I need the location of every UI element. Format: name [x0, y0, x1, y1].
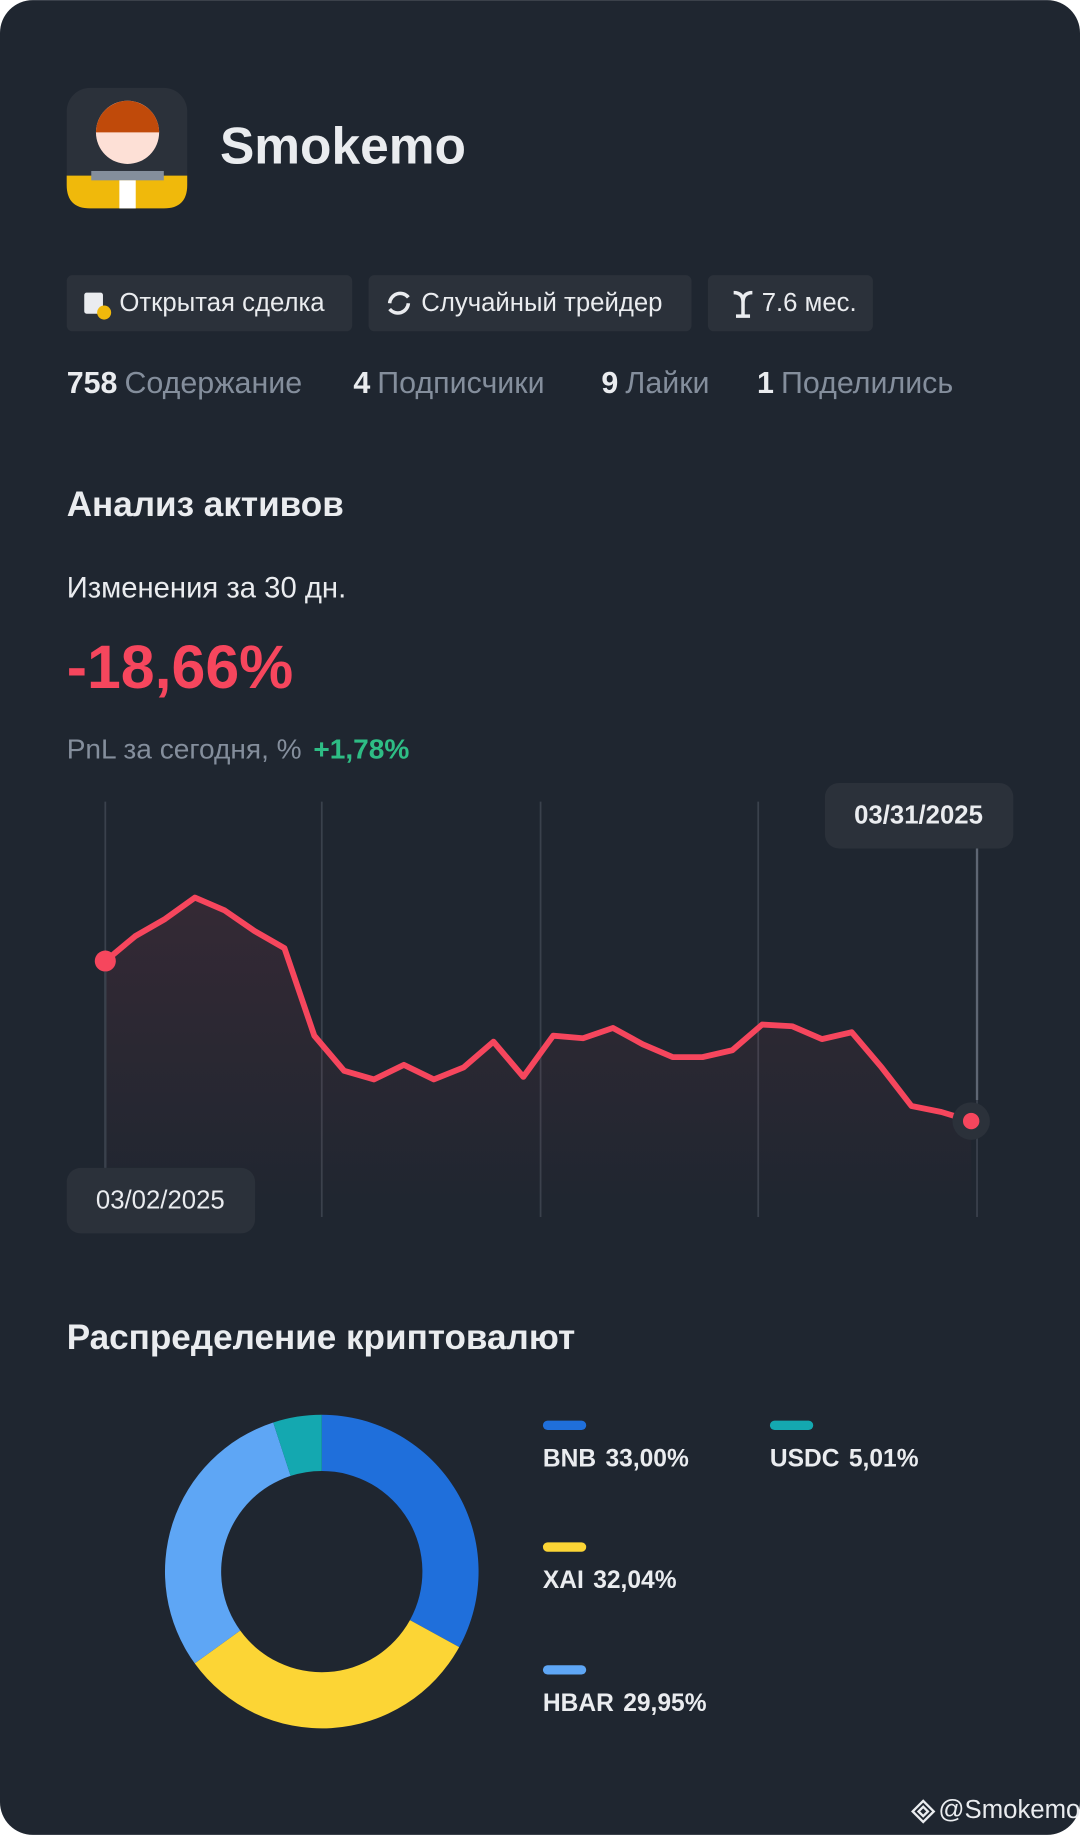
date-box — [824, 782, 1014, 849]
legend-entry: XAI 32,04% — [543, 1568, 677, 1595]
legend-entry: HBAR 29,95% — [543, 1690, 707, 1717]
period-label: Изменения за 30 дн. — [67, 573, 347, 605]
avatar — [66, 87, 188, 209]
legend-entry: USDC 5,01% — [770, 1446, 919, 1473]
legend-name: BNB — [543, 1446, 596, 1473]
stat: 4 Подписчики — [353, 366, 544, 400]
legend-swatch — [542, 1420, 587, 1431]
legend-value: 29,95% — [623, 1690, 706, 1717]
stat: 1 Поделились — [757, 366, 953, 400]
stat-count: 1 — [757, 366, 774, 400]
user-name: Smokemo — [220, 117, 466, 175]
date-label: 03/31/2025 — [854, 802, 983, 830]
end-point — [962, 1112, 980, 1130]
legend-swatch — [542, 1542, 587, 1552]
stat-count: 758 — [67, 366, 118, 400]
legend-name: USDC — [770, 1446, 840, 1473]
line-chart: 03/31/2025 03/02/2025 — [66, 782, 1014, 1234]
legend-value: 33,00% — [606, 1446, 689, 1473]
legend-swatch — [542, 1665, 587, 1675]
stat-count: 4 — [353, 366, 370, 400]
pnl-label-text: PnL за сегодня, % — [67, 734, 302, 765]
slice — [321, 1414, 479, 1648]
slice — [194, 1620, 460, 1729]
section-title: Распределение криптовалют — [67, 1318, 575, 1357]
badge: Открытая сделка — [119, 289, 325, 317]
stat-label: Лайки — [625, 366, 709, 400]
stat-label: Подписчики — [377, 366, 544, 400]
legend-name: HBAR — [543, 1690, 614, 1717]
pie-chart: BNB 33,00% XAI 32,04% HBAR 29,95% USDC 5,01% — [164, 1414, 919, 1729]
legend-value: 5,01% — [849, 1446, 919, 1473]
start-point — [94, 950, 116, 972]
stats: 758 Содержание 4 Подписчики 9 Лайки 1 Поделилис… — [67, 366, 954, 400]
logo — [911, 1799, 936, 1824]
section-title: Анализ активов — [67, 485, 344, 524]
watermark: @Smokemo — [938, 1796, 1080, 1824]
pnl-label: PnL за сегодня, % +1,78% — [67, 734, 410, 765]
stat-label: Поделились — [781, 366, 953, 400]
date-box — [66, 1167, 256, 1234]
change-value: -18,66% — [67, 633, 294, 701]
stat-count: 9 — [601, 366, 618, 400]
stat: 758 Содержание — [67, 366, 302, 400]
slice — [273, 1414, 322, 1476]
stat: 9 Лайки — [601, 366, 709, 400]
pnl-value: +1,78% — [313, 734, 409, 765]
legend-swatch — [769, 1420, 814, 1431]
date-label: 03/02/2025 — [96, 1187, 225, 1215]
legend-name: XAI — [543, 1568, 584, 1595]
badge: 7.6 мес. — [762, 289, 857, 317]
slice — [164, 1422, 291, 1664]
stat-label: Содержание — [124, 366, 302, 400]
legend-value: 32,04% — [593, 1568, 676, 1595]
legend-entry: BNB 33,00% — [543, 1446, 689, 1473]
badges: Открытая сделка Случайный трейдер 7.6 ме… — [66, 275, 873, 332]
line — [103, 894, 973, 1124]
badge: Случайный трейдер — [421, 289, 662, 317]
